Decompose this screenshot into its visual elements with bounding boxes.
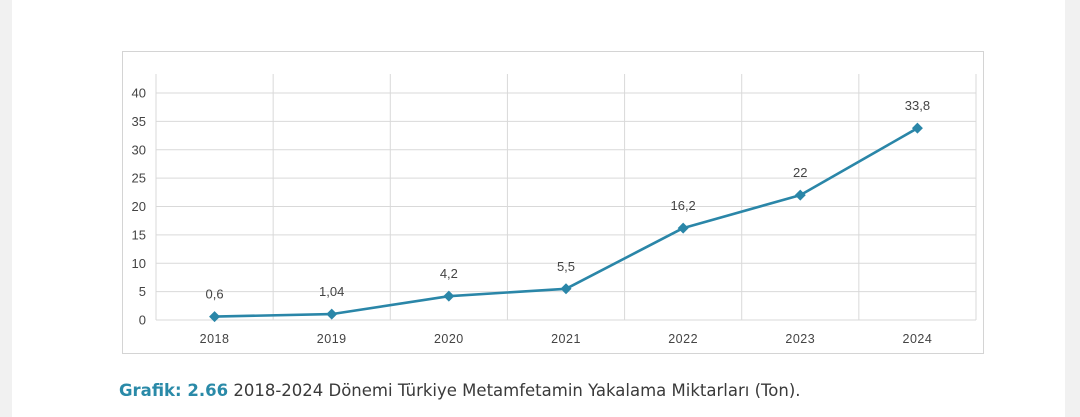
chart-frame bbox=[122, 51, 984, 354]
y-tick-label: 20 bbox=[132, 199, 146, 214]
y-tick-label: 30 bbox=[132, 142, 146, 157]
y-tick-label: 25 bbox=[132, 171, 146, 186]
y-tick-label: 35 bbox=[132, 114, 146, 129]
y-tick-label: 40 bbox=[132, 86, 146, 101]
caption-text: 2018-2024 Dönemi Türkiye Metamfetamin Ya… bbox=[233, 381, 801, 400]
data-label: 16,2 bbox=[670, 198, 695, 213]
y-tick-label: 0 bbox=[139, 313, 146, 328]
y-tick-label: 10 bbox=[132, 256, 146, 271]
x-tick-label: 2024 bbox=[903, 332, 933, 346]
x-tick-label: 2021 bbox=[551, 332, 581, 346]
y-tick-label: 5 bbox=[139, 284, 146, 299]
x-tick-label: 2023 bbox=[785, 332, 815, 346]
data-point bbox=[443, 290, 455, 302]
data-label: 22 bbox=[793, 165, 807, 180]
data-point bbox=[560, 283, 572, 295]
x-tick-label: 2022 bbox=[668, 332, 698, 346]
x-tick-label: 2019 bbox=[317, 332, 347, 346]
data-point bbox=[911, 122, 923, 134]
data-point bbox=[677, 222, 689, 234]
caption-label: Grafik: 2.66 bbox=[119, 381, 229, 400]
data-point bbox=[794, 189, 806, 201]
data-point bbox=[326, 308, 338, 320]
data-label: 33,8 bbox=[905, 98, 930, 113]
page: 0 5 10 15 20 25 30 35 40 2018 2019 2020 2021 2022 2023… bbox=[12, 0, 1065, 417]
x-tick-label: 2020 bbox=[434, 332, 464, 346]
data-label: 0,6 bbox=[206, 287, 224, 302]
data-label: 1,04 bbox=[319, 284, 344, 299]
data-label: 4,2 bbox=[440, 266, 458, 281]
data-label: 5,5 bbox=[557, 259, 575, 274]
figure-caption: Grafik: 2.66 2018-2024 Dönemi Türkiye Me… bbox=[119, 381, 801, 400]
line-chart: 0 5 10 15 20 25 30 35 40 2018 2019 2020 2021 2022 2023… bbox=[132, 74, 977, 346]
x-tick-label: 2018 bbox=[200, 332, 230, 346]
data-point bbox=[209, 311, 221, 323]
y-tick-label: 15 bbox=[132, 227, 146, 242]
